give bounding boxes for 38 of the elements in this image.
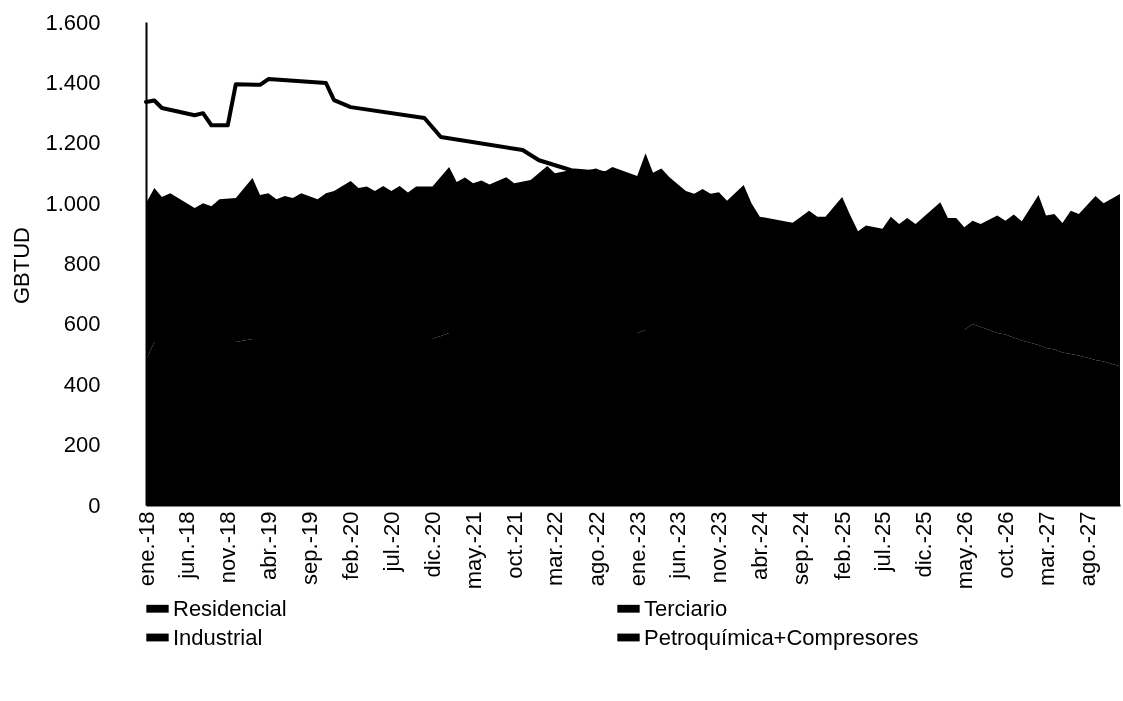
x-tick-label: jul.-25 xyxy=(869,511,895,573)
x-tick-label: feb.-25 xyxy=(829,511,855,580)
x-tick-label: abr.-24 xyxy=(747,511,773,580)
y-tick-label: 200 xyxy=(63,432,101,458)
x-tick-label: mar.-27 xyxy=(1033,511,1059,587)
x-tick-label: oct.-26 xyxy=(992,511,1018,579)
legend-label: Industrial xyxy=(173,624,263,650)
x-tick-label: ene.-18 xyxy=(133,511,159,587)
legend-label: Petroquímica+Compresores xyxy=(644,624,919,650)
x-tick-label: dic.-20 xyxy=(419,511,445,578)
y-tick-label: 1.000 xyxy=(45,190,101,216)
x-tick-label: feb.-20 xyxy=(338,511,364,580)
y-tick-label: 400 xyxy=(63,371,101,397)
y-tick-label: 800 xyxy=(63,251,101,276)
y-tick-label: 0 xyxy=(88,492,101,518)
x-tick-label: may.-21 xyxy=(460,511,486,590)
x-tick-label: sep.-19 xyxy=(297,511,323,585)
x-tick-label: may.-26 xyxy=(951,511,977,590)
x-tick-label: jun.-18 xyxy=(174,511,200,580)
x-tick-label: nov.-23 xyxy=(706,511,732,584)
y-tick-label: 1.600 xyxy=(45,9,101,35)
y-tick-label: 1.400 xyxy=(45,69,101,95)
x-tick-label: ene.-23 xyxy=(624,511,650,587)
legend-label: Residencial xyxy=(173,595,287,621)
x-tick-label: ago.-27 xyxy=(1074,511,1100,587)
x-tick-label: ago.-22 xyxy=(583,511,609,587)
x-tick-label: sep.-24 xyxy=(788,511,814,585)
x-tick-label: jun.-23 xyxy=(665,511,691,580)
x-tick-label: abr.-19 xyxy=(255,511,281,580)
y-tick-label: 1.200 xyxy=(45,130,101,156)
x-tick-label: oct.-21 xyxy=(501,511,527,579)
y-axis-title: GBTUD xyxy=(8,227,34,304)
x-tick-label: nov.-18 xyxy=(215,511,241,584)
x-tick-label: jul.-20 xyxy=(378,511,404,573)
x-tick-label: mar.-22 xyxy=(542,511,568,587)
x-tick-label: dic.-25 xyxy=(911,511,937,578)
y-tick-label: 600 xyxy=(63,311,101,337)
legend-label: Terciario xyxy=(644,595,728,621)
